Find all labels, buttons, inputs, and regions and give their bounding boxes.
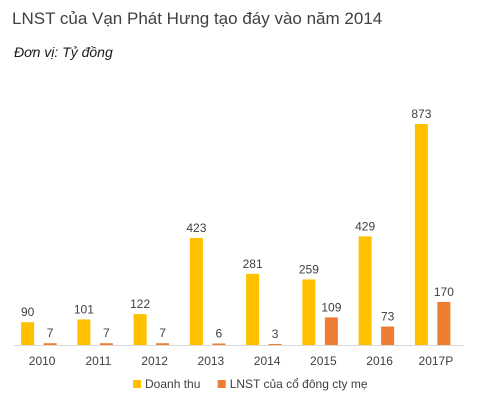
data-label-lnst-2014: 3 (272, 327, 279, 341)
bar-doanh-thu-2017P (414, 124, 428, 345)
data-label-doanh-thu-2014: 281 (243, 257, 263, 271)
bar-doanh-thu-2014 (246, 273, 260, 345)
chart-title: LNST của Vạn Phát Hưng tạo đáy vào năm 2… (12, 9, 383, 28)
bar-doanh-thu-2011 (77, 319, 91, 345)
bar-lnst-2014 (268, 344, 282, 345)
x-tick-label-2017P: 2017P (419, 354, 454, 368)
bar-lnst-2012 (156, 343, 170, 345)
data-label-lnst-2016: 73 (381, 310, 395, 324)
data-label-doanh-thu-2013: 423 (186, 221, 206, 235)
data-label-doanh-thu-2012: 122 (130, 297, 150, 311)
data-label-lnst-2011: 7 (103, 326, 110, 340)
data-label-doanh-thu-2017P: 873 (411, 107, 431, 121)
bar-lnst-2016 (381, 326, 395, 345)
data-label-doanh-thu-2011: 101 (74, 302, 94, 316)
bar-doanh-thu-2016 (358, 236, 372, 345)
data-label-doanh-thu-2010: 90 (21, 305, 35, 319)
legend-label-0: Doanh thu (145, 377, 200, 391)
legend-label-1: LNST của cổ đông cty mẹ (230, 377, 368, 391)
bar-doanh-thu-2013 (189, 237, 203, 345)
bar-doanh-thu-2015 (302, 279, 316, 345)
x-tick-label-2015: 2015 (310, 354, 337, 368)
data-label-lnst-2010: 7 (47, 326, 54, 340)
x-tick-label-2010: 2010 (29, 354, 56, 368)
bar-doanh-thu-2010 (21, 322, 35, 345)
bar-lnst-2013 (212, 343, 226, 345)
bar-lnst-2010 (43, 343, 57, 345)
x-tick-label-2011: 2011 (85, 354, 111, 368)
x-tick-label-2013: 2013 (198, 354, 225, 368)
data-label-lnst-2015: 109 (321, 300, 341, 314)
x-tick-label-2014: 2014 (254, 354, 281, 368)
data-label-doanh-thu-2015: 259 (299, 262, 319, 276)
x-tick-label-2016: 2016 (366, 354, 393, 368)
data-label-lnst-2013: 6 (216, 326, 223, 340)
unit-label: Đơn vị: Tỷ đồng (14, 44, 113, 60)
data-label-doanh-thu-2016: 429 (355, 219, 375, 233)
data-label-lnst-2012: 7 (159, 326, 166, 340)
bar-doanh-thu-2012 (133, 314, 147, 345)
data-label-lnst-2017P: 170 (434, 285, 454, 299)
bar-lnst-2011 (99, 343, 113, 345)
x-tick-label-2012: 2012 (141, 354, 168, 368)
legend-swatch-1 (217, 380, 226, 388)
legend-swatch-0 (133, 380, 141, 388)
bar-lnst-2015 (324, 317, 338, 345)
bar-lnst-2017P (437, 301, 451, 345)
